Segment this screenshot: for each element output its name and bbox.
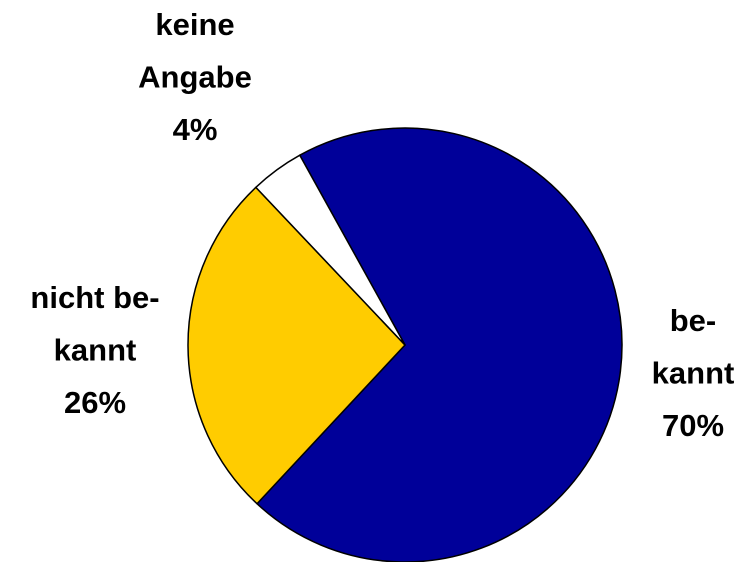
slice-label-line: Angabe bbox=[138, 60, 252, 95]
slice-label-line: kannt bbox=[54, 333, 137, 368]
slice-percent: 70% bbox=[662, 408, 724, 443]
slice-percent: 26% bbox=[64, 385, 126, 420]
slice-label-line: nicht be- bbox=[30, 280, 159, 315]
pie-slice bbox=[187, 186, 406, 505]
slice-label-line: be- bbox=[670, 303, 717, 338]
slice-label: be-kannt 70% bbox=[652, 303, 735, 443]
slice-label: keine Angabe 4% bbox=[138, 7, 252, 147]
slice-label: nicht be-kannt 26% bbox=[30, 280, 159, 420]
pie-slice bbox=[255, 154, 406, 346]
slice-label-line: keine bbox=[155, 7, 234, 42]
slice-percent: 4% bbox=[173, 112, 218, 147]
slice-label-line: kannt bbox=[652, 356, 735, 391]
pie-slice bbox=[256, 127, 623, 562]
